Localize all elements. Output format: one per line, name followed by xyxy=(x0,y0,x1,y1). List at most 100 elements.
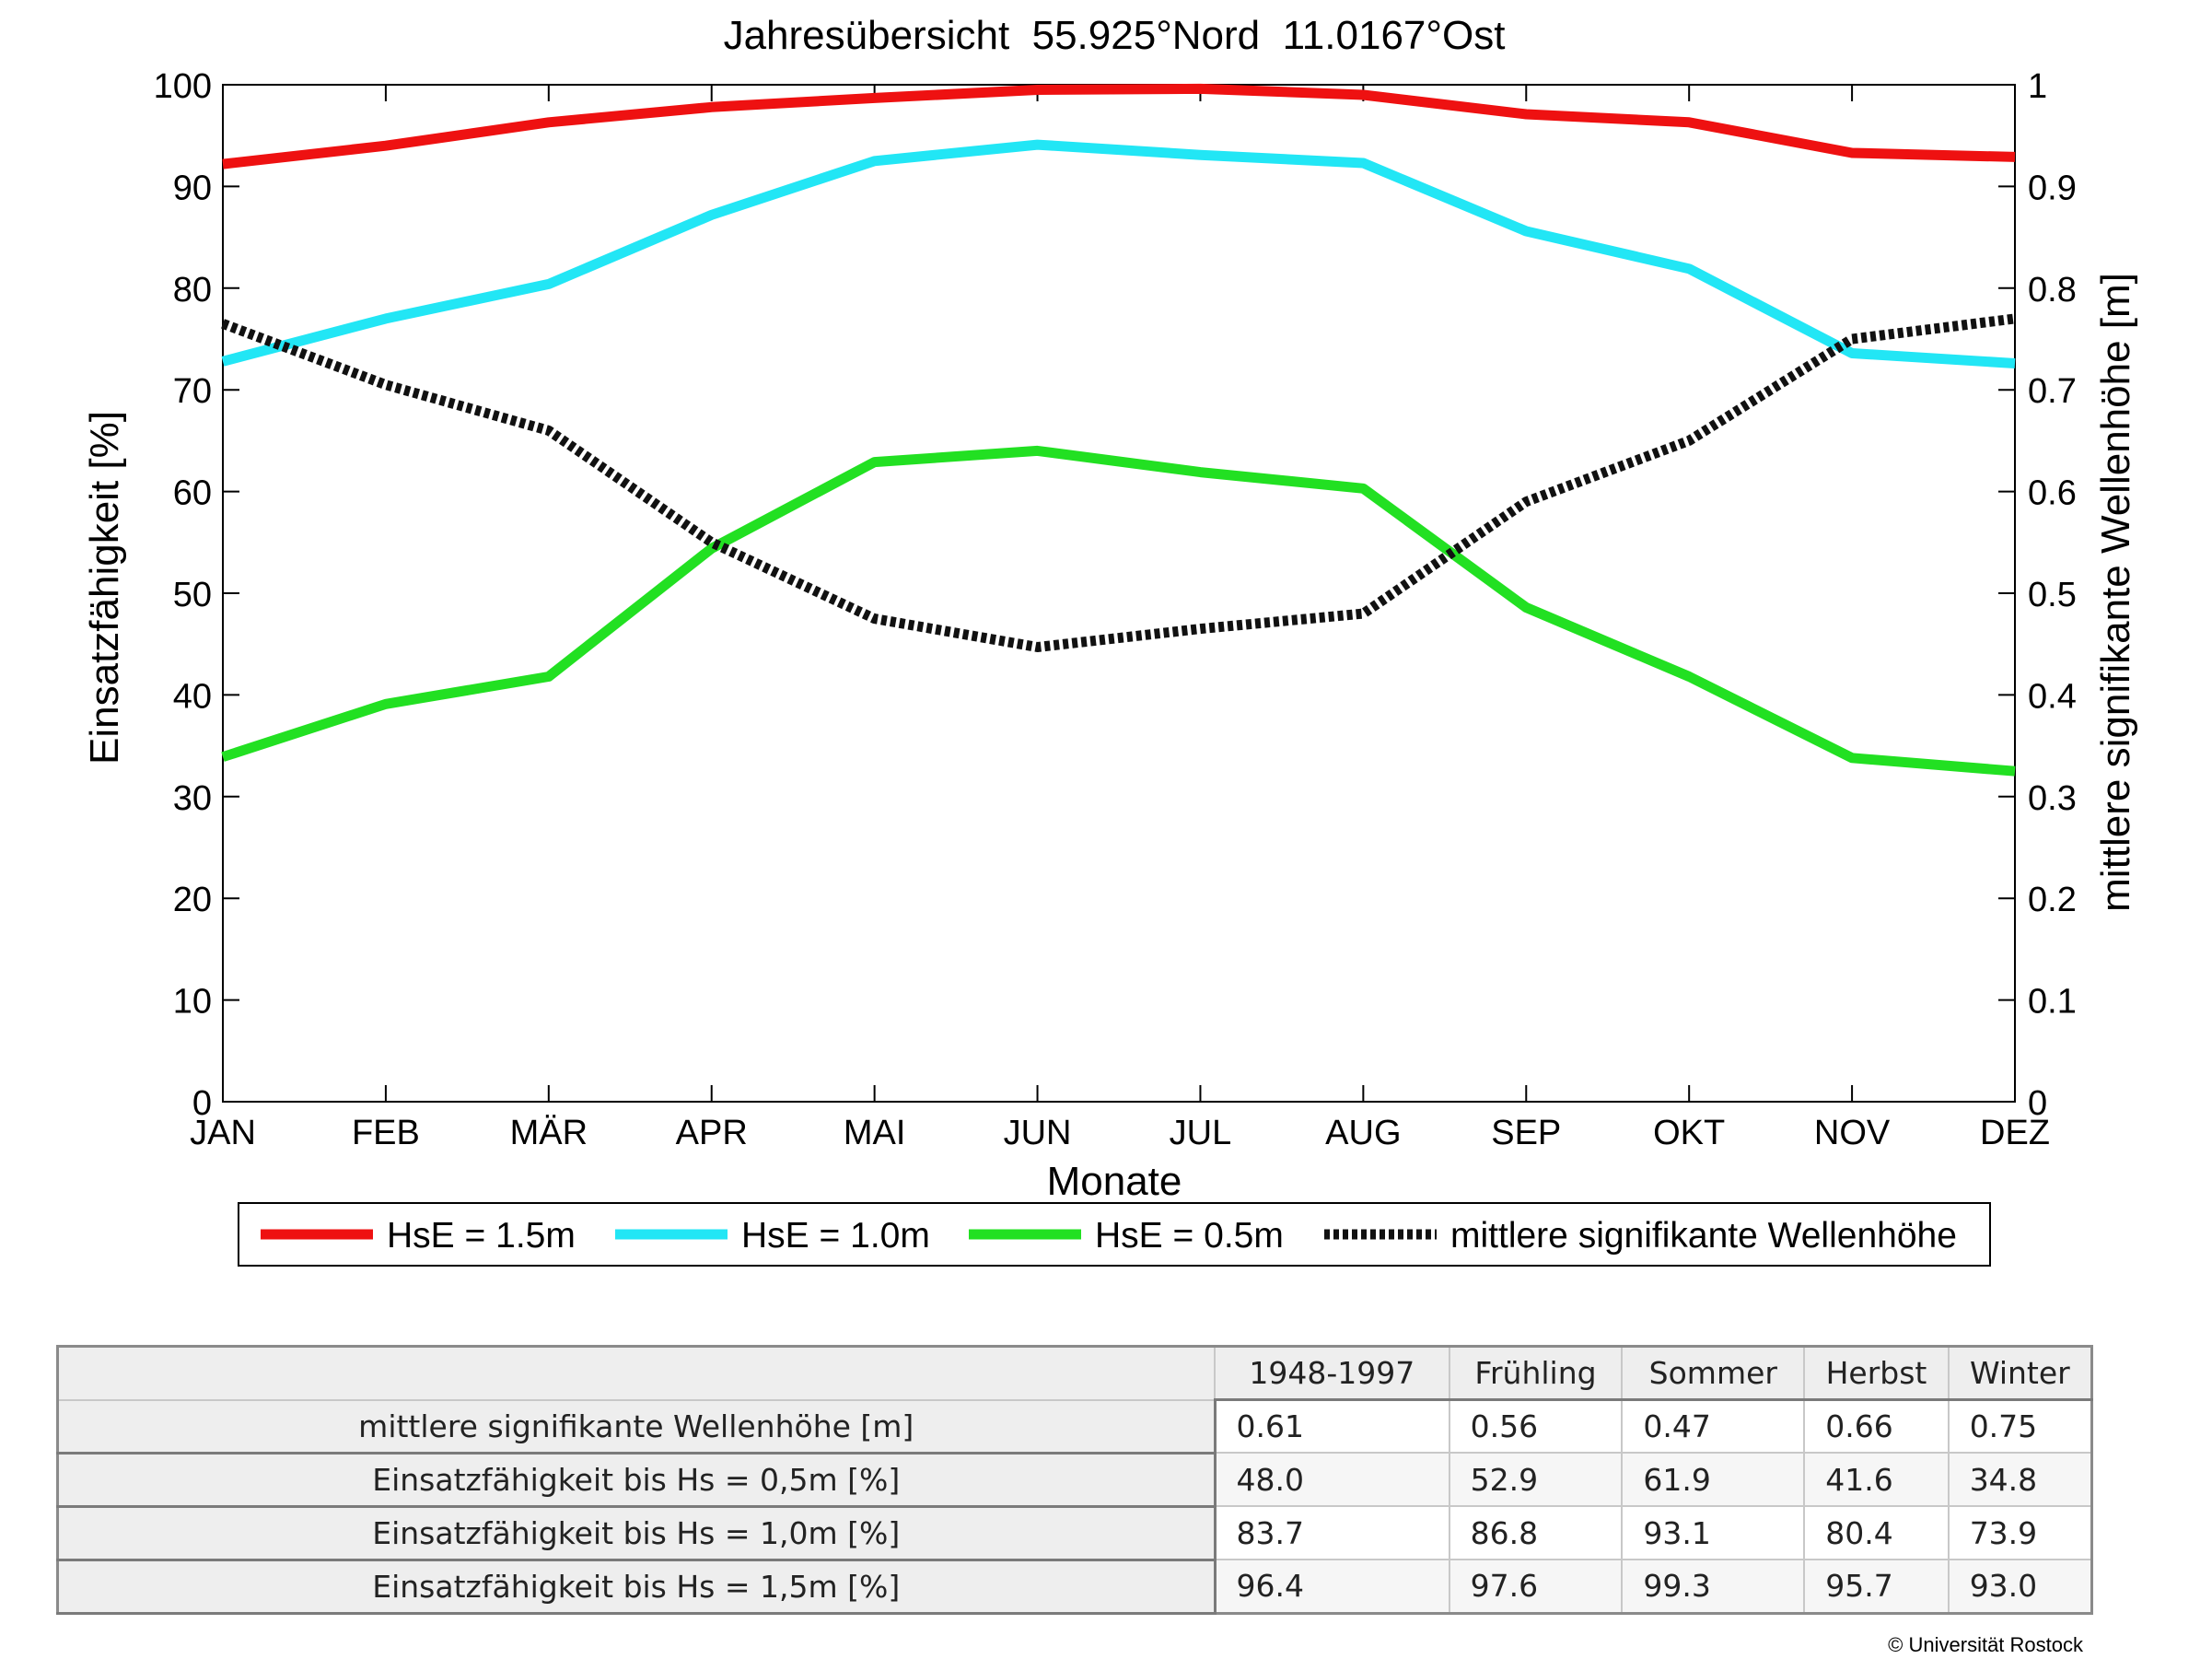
table-cell: 95.7 xyxy=(1803,1559,1950,1614)
x-tick-label: JUL xyxy=(1170,1114,1232,1152)
table-row: Einsatzfähigkeit bis Hs = 1,0m [%] 83.7 … xyxy=(56,1505,2093,1561)
data-point xyxy=(1852,353,1853,354)
y-tick-label: 0 xyxy=(192,1084,212,1123)
x-tick-label: SEP xyxy=(1491,1114,1561,1152)
data-point xyxy=(223,164,224,165)
data-point xyxy=(1526,501,1527,502)
data-point xyxy=(1037,89,1038,90)
table-cell: 0.61 xyxy=(1214,1398,1450,1454)
data-point xyxy=(1200,155,1201,156)
summary-table: 1948-1997 Frühling Sommer Herbst Winter … xyxy=(56,1345,2093,1615)
data-point xyxy=(1689,676,1690,677)
table-cell: 93.0 xyxy=(1947,1559,2093,1614)
series-line xyxy=(221,139,2016,368)
data-point xyxy=(1200,628,1201,629)
table-cell: 96.4 xyxy=(1214,1559,1450,1614)
y-tick-label: 50 xyxy=(173,576,212,614)
y-tick-label: 60 xyxy=(173,474,212,513)
y-tick-label: 30 xyxy=(173,779,212,818)
table-cell: 93.1 xyxy=(1621,1505,1806,1560)
table-col-header: Frühling xyxy=(1448,1345,1624,1401)
data-point xyxy=(1363,488,1364,489)
x-axis: JAN FEB MÄR APR MAI JUN JUL AUG SEP OKT NOV DEZ xyxy=(190,85,2050,1152)
data-point xyxy=(874,98,875,99)
data-point xyxy=(711,107,712,108)
table-col-header: Herbst xyxy=(1803,1345,1950,1401)
data-point xyxy=(1852,152,1853,153)
table-cell: 41.6 xyxy=(1803,1452,1950,1507)
table-cell: 0.56 xyxy=(1448,1398,1624,1454)
data-point xyxy=(548,676,549,677)
y-tick-label: 20 xyxy=(173,881,212,919)
table-col-header: Winter xyxy=(1947,1345,2093,1401)
table-cell: 0.66 xyxy=(1803,1398,1950,1454)
y-tick-label: 100 xyxy=(154,67,212,106)
table-corner-cell xyxy=(56,1345,1216,1401)
y-tick-label: 90 xyxy=(173,169,212,207)
data-point xyxy=(1689,122,1690,123)
table-col-header: 1948-1997 xyxy=(1214,1345,1450,1401)
table-cell: 99.3 xyxy=(1621,1559,1806,1614)
table-cell: 0.75 xyxy=(1947,1398,2093,1454)
table-cell: 83.7 xyxy=(1214,1505,1450,1560)
table-cell: 61.9 xyxy=(1621,1452,1806,1507)
y-right-tick-label: 0.6 xyxy=(2028,474,2077,513)
y-right-tick-label: 0.5 xyxy=(2028,576,2077,614)
data-point xyxy=(385,704,386,705)
data-point xyxy=(874,461,875,462)
y-axis-label-left: Einsatzfähigkeit [%] xyxy=(82,411,127,765)
y-tick-label: 10 xyxy=(173,983,212,1022)
legend-label: mittlere signifikante Wellenhöhe xyxy=(1450,1216,1957,1256)
x-tick-label: NOV xyxy=(1814,1114,1891,1152)
series-line xyxy=(222,83,2016,169)
chart-title: Jahresübersicht 55.925°Nord 11.0167°Ost xyxy=(724,13,1506,58)
data-point xyxy=(548,284,549,285)
plot-border xyxy=(222,84,2016,1103)
data-point xyxy=(1200,88,1201,89)
data-point xyxy=(711,542,712,543)
x-tick-label: JUN xyxy=(1004,1114,1072,1152)
y-right-tick-label: 0.9 xyxy=(2028,169,2077,207)
table-row: Einsatzfähigkeit bis Hs = 0,5m [%] 48.0 … xyxy=(56,1452,2093,1508)
x-axis-label: Monate xyxy=(1047,1159,1182,1204)
x-tick-label: MÄR xyxy=(510,1114,588,1152)
legend-label: HsE = 0.5m xyxy=(1095,1216,1284,1256)
data-point xyxy=(2015,363,2016,364)
table-row: mittlere signifikante Wellenhöhe [m] 0.6… xyxy=(56,1398,2093,1455)
series-line xyxy=(221,445,2016,777)
chart: Jahresübersicht 55.925°Nord 11.0167°Ost … xyxy=(82,13,2138,1267)
data-point xyxy=(1689,440,1690,441)
data-point xyxy=(2015,157,2016,158)
data-point xyxy=(1526,230,1527,231)
y-tick-label: 70 xyxy=(173,372,212,411)
data-point xyxy=(1037,145,1038,146)
legend-label: HsE = 1.0m xyxy=(741,1216,930,1256)
x-tick-label: JAN xyxy=(190,1114,256,1152)
legend: HsE = 1.5m HsE = 1.0m HsE = 0.5m mittlere s… xyxy=(238,1202,1991,1267)
data-point xyxy=(711,548,712,549)
y-right-tick-label: 0 xyxy=(2028,1084,2047,1123)
data-point xyxy=(1037,450,1038,451)
data-point xyxy=(874,160,875,161)
y-axis-label-right: mittlere signifikante Wellenhöhe [m] xyxy=(2093,273,2138,912)
data-point xyxy=(223,323,224,324)
x-tick-label: AUG xyxy=(1325,1114,1401,1152)
y-right-tick-label: 0.8 xyxy=(2028,271,2077,310)
data-point xyxy=(548,430,549,431)
y-tick-label: 80 xyxy=(173,271,212,310)
data-point xyxy=(874,618,875,619)
plot-frame xyxy=(222,84,2016,1103)
data-point xyxy=(548,122,549,123)
table-cell: 48.0 xyxy=(1214,1452,1450,1507)
y-right-tick-label: 1 xyxy=(2028,67,2047,106)
x-tick-label: DEZ xyxy=(1980,1114,2050,1152)
table-row-label: Einsatzfähigkeit bis Hs = 1,5m [%] xyxy=(56,1559,1217,1615)
table-header-row: 1948-1997 Frühling Sommer Herbst Winter xyxy=(56,1345,2093,1401)
y-right-tick-label: 0.1 xyxy=(2028,983,2077,1022)
y-right-tick-label: 0.2 xyxy=(2028,881,2077,919)
table-cell: 97.6 xyxy=(1448,1559,1624,1614)
table-cell: 73.9 xyxy=(1947,1505,2093,1560)
y-tick-label: 40 xyxy=(173,677,212,716)
x-tick-label: MAI xyxy=(844,1114,906,1152)
data-point xyxy=(385,318,386,319)
